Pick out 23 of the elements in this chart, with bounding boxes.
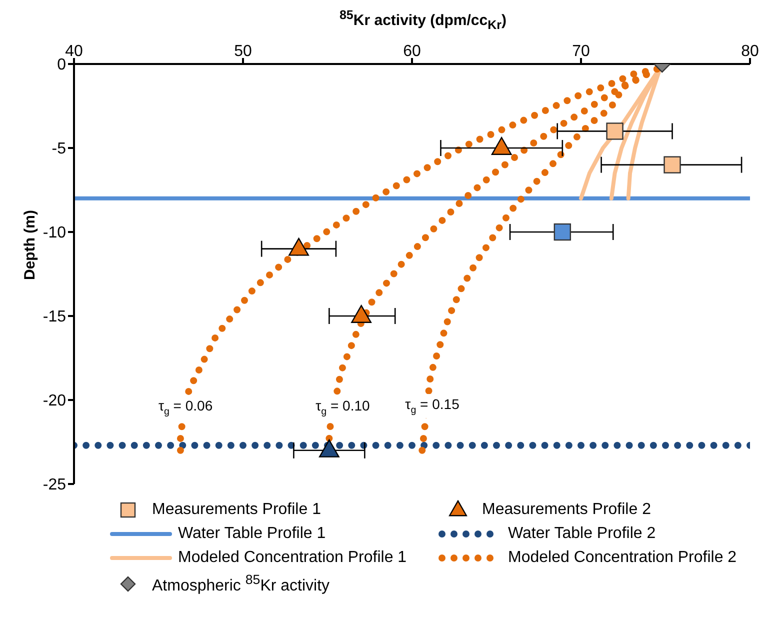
- annotation: τ$_{g}$ = 0.10: [316, 397, 370, 418]
- y-tick-label: -15: [42, 308, 66, 326]
- legend-label: Water Table Profile 2: [508, 525, 656, 543]
- legend-label: Atmospheric $^{85}$Kr activity: [152, 572, 330, 596]
- y-tick-label: -5: [52, 140, 66, 158]
- x-tick-label: 50: [234, 43, 252, 60]
- legend-label: Water Table Profile 1: [178, 525, 326, 543]
- legend-label: Measurements Profile 1: [152, 501, 321, 519]
- y-tick-label: -25: [42, 476, 66, 494]
- annotation: τ$_{g}$ = 0.15: [405, 396, 460, 416]
- x-tick-label: 80: [741, 43, 759, 60]
- x-tick-label: 70: [572, 43, 590, 60]
- y-tick-label: -10: [42, 224, 66, 242]
- legend-label: Modeled Concentration Profile 2: [508, 549, 737, 567]
- annotation: τ$_{g}$ = 0.06: [158, 397, 213, 418]
- legend-label: Measurements Profile 2: [482, 501, 651, 519]
- x-axis-title: $^{85}$Kr activity (dpm/cc$_{Kr}$): [338, 8, 508, 32]
- y-tick-label: 0: [57, 56, 66, 74]
- y-axis-title: Depth (m): [22, 210, 38, 280]
- legend-label: Modeled Concentration Profile 1: [178, 549, 407, 567]
- x-tick-label: 60: [403, 43, 421, 60]
- x-tick-label: 40: [65, 43, 83, 60]
- y-tick-label: -20: [42, 392, 66, 410]
